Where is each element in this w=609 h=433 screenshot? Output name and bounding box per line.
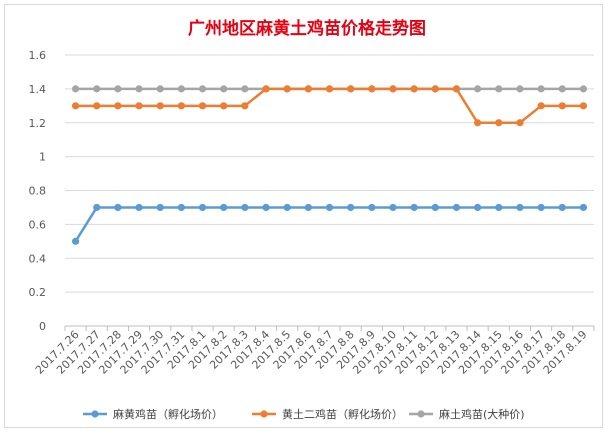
data-point xyxy=(114,85,122,93)
y-tick-label: 0.8 xyxy=(29,185,47,198)
y-tick-label: 1.4 xyxy=(29,83,47,96)
data-point xyxy=(410,85,418,93)
y-axis-ticks: 0 0.2 0.4 0.6 0.8 1 1.2 1.4 1.6 xyxy=(29,49,47,333)
legend-label: 麻黄鸡苗（孵化场价） xyxy=(113,407,223,421)
data-point xyxy=(516,203,524,212)
chart-title: 广州地区麻黄土鸡苗价格走势图 xyxy=(188,18,426,39)
data-point xyxy=(71,102,80,110)
data-point xyxy=(177,203,185,212)
legend-entry: 麻黄鸡苗（孵化场价） xyxy=(83,407,223,421)
y-tick-label: 1 xyxy=(39,151,46,164)
data-point xyxy=(431,85,439,93)
data-point xyxy=(474,119,482,127)
data-point xyxy=(579,203,588,212)
data-point xyxy=(93,85,101,93)
data-point xyxy=(241,85,249,93)
y-tick-label: 0.4 xyxy=(29,252,47,265)
data-point xyxy=(452,203,461,212)
y-tick-label: 0.2 xyxy=(29,286,47,299)
y-tick-label: 0.6 xyxy=(29,218,47,231)
data-point xyxy=(579,85,588,93)
x-axis-ticks: 2017.7.262017.7.272017.7.282017.7.292017… xyxy=(33,326,595,377)
series xyxy=(71,203,588,245)
data-point xyxy=(262,85,270,93)
data-point xyxy=(220,203,228,212)
legend-label: 麻土鸡苗(大种价) xyxy=(439,407,525,421)
data-point xyxy=(114,102,122,110)
data-point xyxy=(537,85,545,93)
data-point xyxy=(558,203,566,212)
data-point xyxy=(325,85,334,93)
data-point xyxy=(304,85,312,93)
data-point xyxy=(474,203,482,212)
chart-frame: 广州地区麻黄土鸡苗价格走势图 0 0.2 0.4 0.6 0.8 1 1.2 1.4 1.6 2… xyxy=(4,4,603,428)
data-point xyxy=(177,102,185,110)
data-point xyxy=(495,85,503,93)
data-point xyxy=(135,102,143,110)
data-point xyxy=(325,203,334,212)
y-tick-label: 1.2 xyxy=(29,117,47,130)
data-point xyxy=(368,203,376,212)
data-point xyxy=(516,85,524,93)
gridlines xyxy=(65,54,594,327)
data-point xyxy=(579,102,588,110)
data-point xyxy=(347,85,355,93)
data-point xyxy=(537,102,545,110)
data-point xyxy=(198,102,207,110)
data-point xyxy=(156,102,164,110)
y-tick-label: 1.6 xyxy=(29,49,47,62)
data-point xyxy=(262,203,270,212)
legend-label: 黄土二鸡苗（孵化场价） xyxy=(282,407,403,421)
data-point xyxy=(304,203,312,212)
data-point xyxy=(474,85,482,93)
data-point xyxy=(71,85,80,93)
data-point xyxy=(537,203,545,212)
data-point xyxy=(220,85,228,93)
data-point xyxy=(241,203,249,212)
data-point xyxy=(283,203,291,212)
data-point xyxy=(156,85,164,93)
line-chart: 广州地区麻黄土鸡苗价格走势图 0 0.2 0.4 0.6 0.8 1 1.2 1.4 1.6 2… xyxy=(29,18,595,421)
data-point xyxy=(347,203,355,212)
data-point xyxy=(452,85,461,93)
data-point xyxy=(177,85,185,93)
data-point xyxy=(135,203,143,212)
y-tick-label: 0 xyxy=(39,320,46,333)
data-point xyxy=(198,85,207,93)
data-point xyxy=(241,102,249,110)
data-point xyxy=(71,237,80,245)
data-point xyxy=(135,85,143,93)
data-point xyxy=(368,85,376,93)
data-point xyxy=(93,203,101,212)
legend-entry: 黄土二鸡苗（孵化场价） xyxy=(252,407,403,421)
data-point xyxy=(156,203,164,212)
series-line xyxy=(75,87,584,124)
data-point xyxy=(220,102,228,110)
data-point xyxy=(410,203,418,212)
data-point xyxy=(93,102,101,110)
series-lines xyxy=(71,85,588,245)
legend-marker xyxy=(260,410,268,418)
data-point xyxy=(495,203,503,212)
series xyxy=(71,85,588,127)
data-point xyxy=(431,203,439,212)
legend-marker xyxy=(417,410,425,418)
legend-marker xyxy=(91,410,99,418)
data-point xyxy=(558,85,566,93)
legend-entry: 麻土鸡苗(大种价) xyxy=(409,407,525,421)
data-point xyxy=(389,85,397,93)
data-point xyxy=(114,203,122,212)
legend: 麻黄鸡苗（孵化场价） 黄土二鸡苗（孵化场价） 麻土鸡苗(大种价) xyxy=(83,407,525,421)
data-point xyxy=(198,203,207,212)
data-point xyxy=(283,85,291,93)
data-point xyxy=(558,102,566,110)
data-point xyxy=(516,119,524,127)
data-point xyxy=(389,203,397,212)
data-point xyxy=(495,119,503,127)
